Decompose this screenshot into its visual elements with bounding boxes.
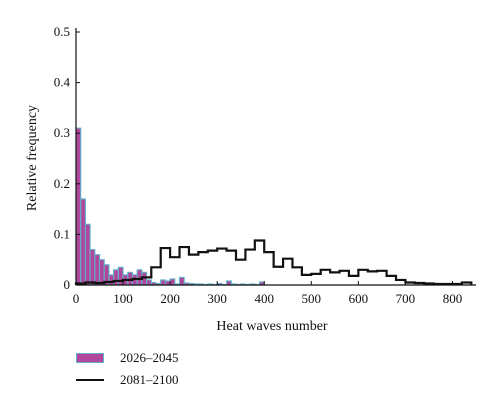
bar-2026-2045 — [117, 266, 124, 286]
y-tick-label: 0 — [64, 277, 71, 292]
x-tick-label: 500 — [302, 291, 322, 306]
x-tick-label: 300 — [207, 291, 227, 306]
bar-2026-2045 — [169, 278, 176, 286]
legend-item-2026-2045: 2026–2045 — [76, 348, 179, 368]
y-tick-label: 0.5 — [54, 24, 70, 39]
series-2026-2045-bars — [75, 127, 265, 286]
y-tick-label: 0.4 — [54, 75, 71, 90]
y-tick-label: 0.3 — [54, 125, 70, 140]
legend-item-2081-2100: 2081–2100 — [76, 370, 179, 390]
x-tick-label: 700 — [396, 291, 416, 306]
x-tick-label: 100 — [113, 291, 133, 306]
bar-2026-2045 — [164, 280, 171, 286]
x-tick-label: 600 — [349, 291, 369, 306]
bar-2026-2045 — [94, 254, 101, 286]
bar-2026-2045 — [146, 279, 152, 286]
legend-swatch-bar — [76, 353, 104, 363]
y-tick-label: 0.1 — [54, 226, 70, 241]
bar-2026-2045 — [75, 127, 82, 286]
bar-2026-2045 — [160, 279, 166, 286]
x-axis-label: Heat waves number — [216, 319, 328, 334]
x-tick-label: 800 — [443, 291, 463, 306]
bar-2026-2045 — [80, 198, 86, 286]
bar-2026-2045 — [89, 249, 96, 286]
x-tick-label: 0 — [73, 291, 80, 306]
x-tick-label: 400 — [254, 291, 274, 306]
legend-label-2026-2045: 2026–2045 — [120, 350, 179, 365]
legend: 2026–2045 2081–2100 — [76, 348, 179, 392]
axes — [75, 28, 476, 286]
legend-swatch-line — [76, 379, 104, 381]
x-tick-label: 200 — [160, 291, 180, 306]
series-2081-2100-step — [74, 239, 473, 286]
step-line-2081-2100 — [74, 239, 473, 286]
bar-2026-2045 — [226, 280, 232, 286]
ticks: 0 100 200 300 400 500 600 700 800 0 0.1 0.2 0.3 0.4 0.… — [54, 24, 462, 306]
y-tick-label: 0.2 — [54, 176, 70, 191]
bar-2026-2045 — [84, 223, 91, 286]
y-axis-label: Relative frequency — [25, 105, 40, 211]
legend-label-2081-2100: 2081–2100 — [120, 372, 179, 387]
bar-2026-2045 — [178, 276, 185, 286]
